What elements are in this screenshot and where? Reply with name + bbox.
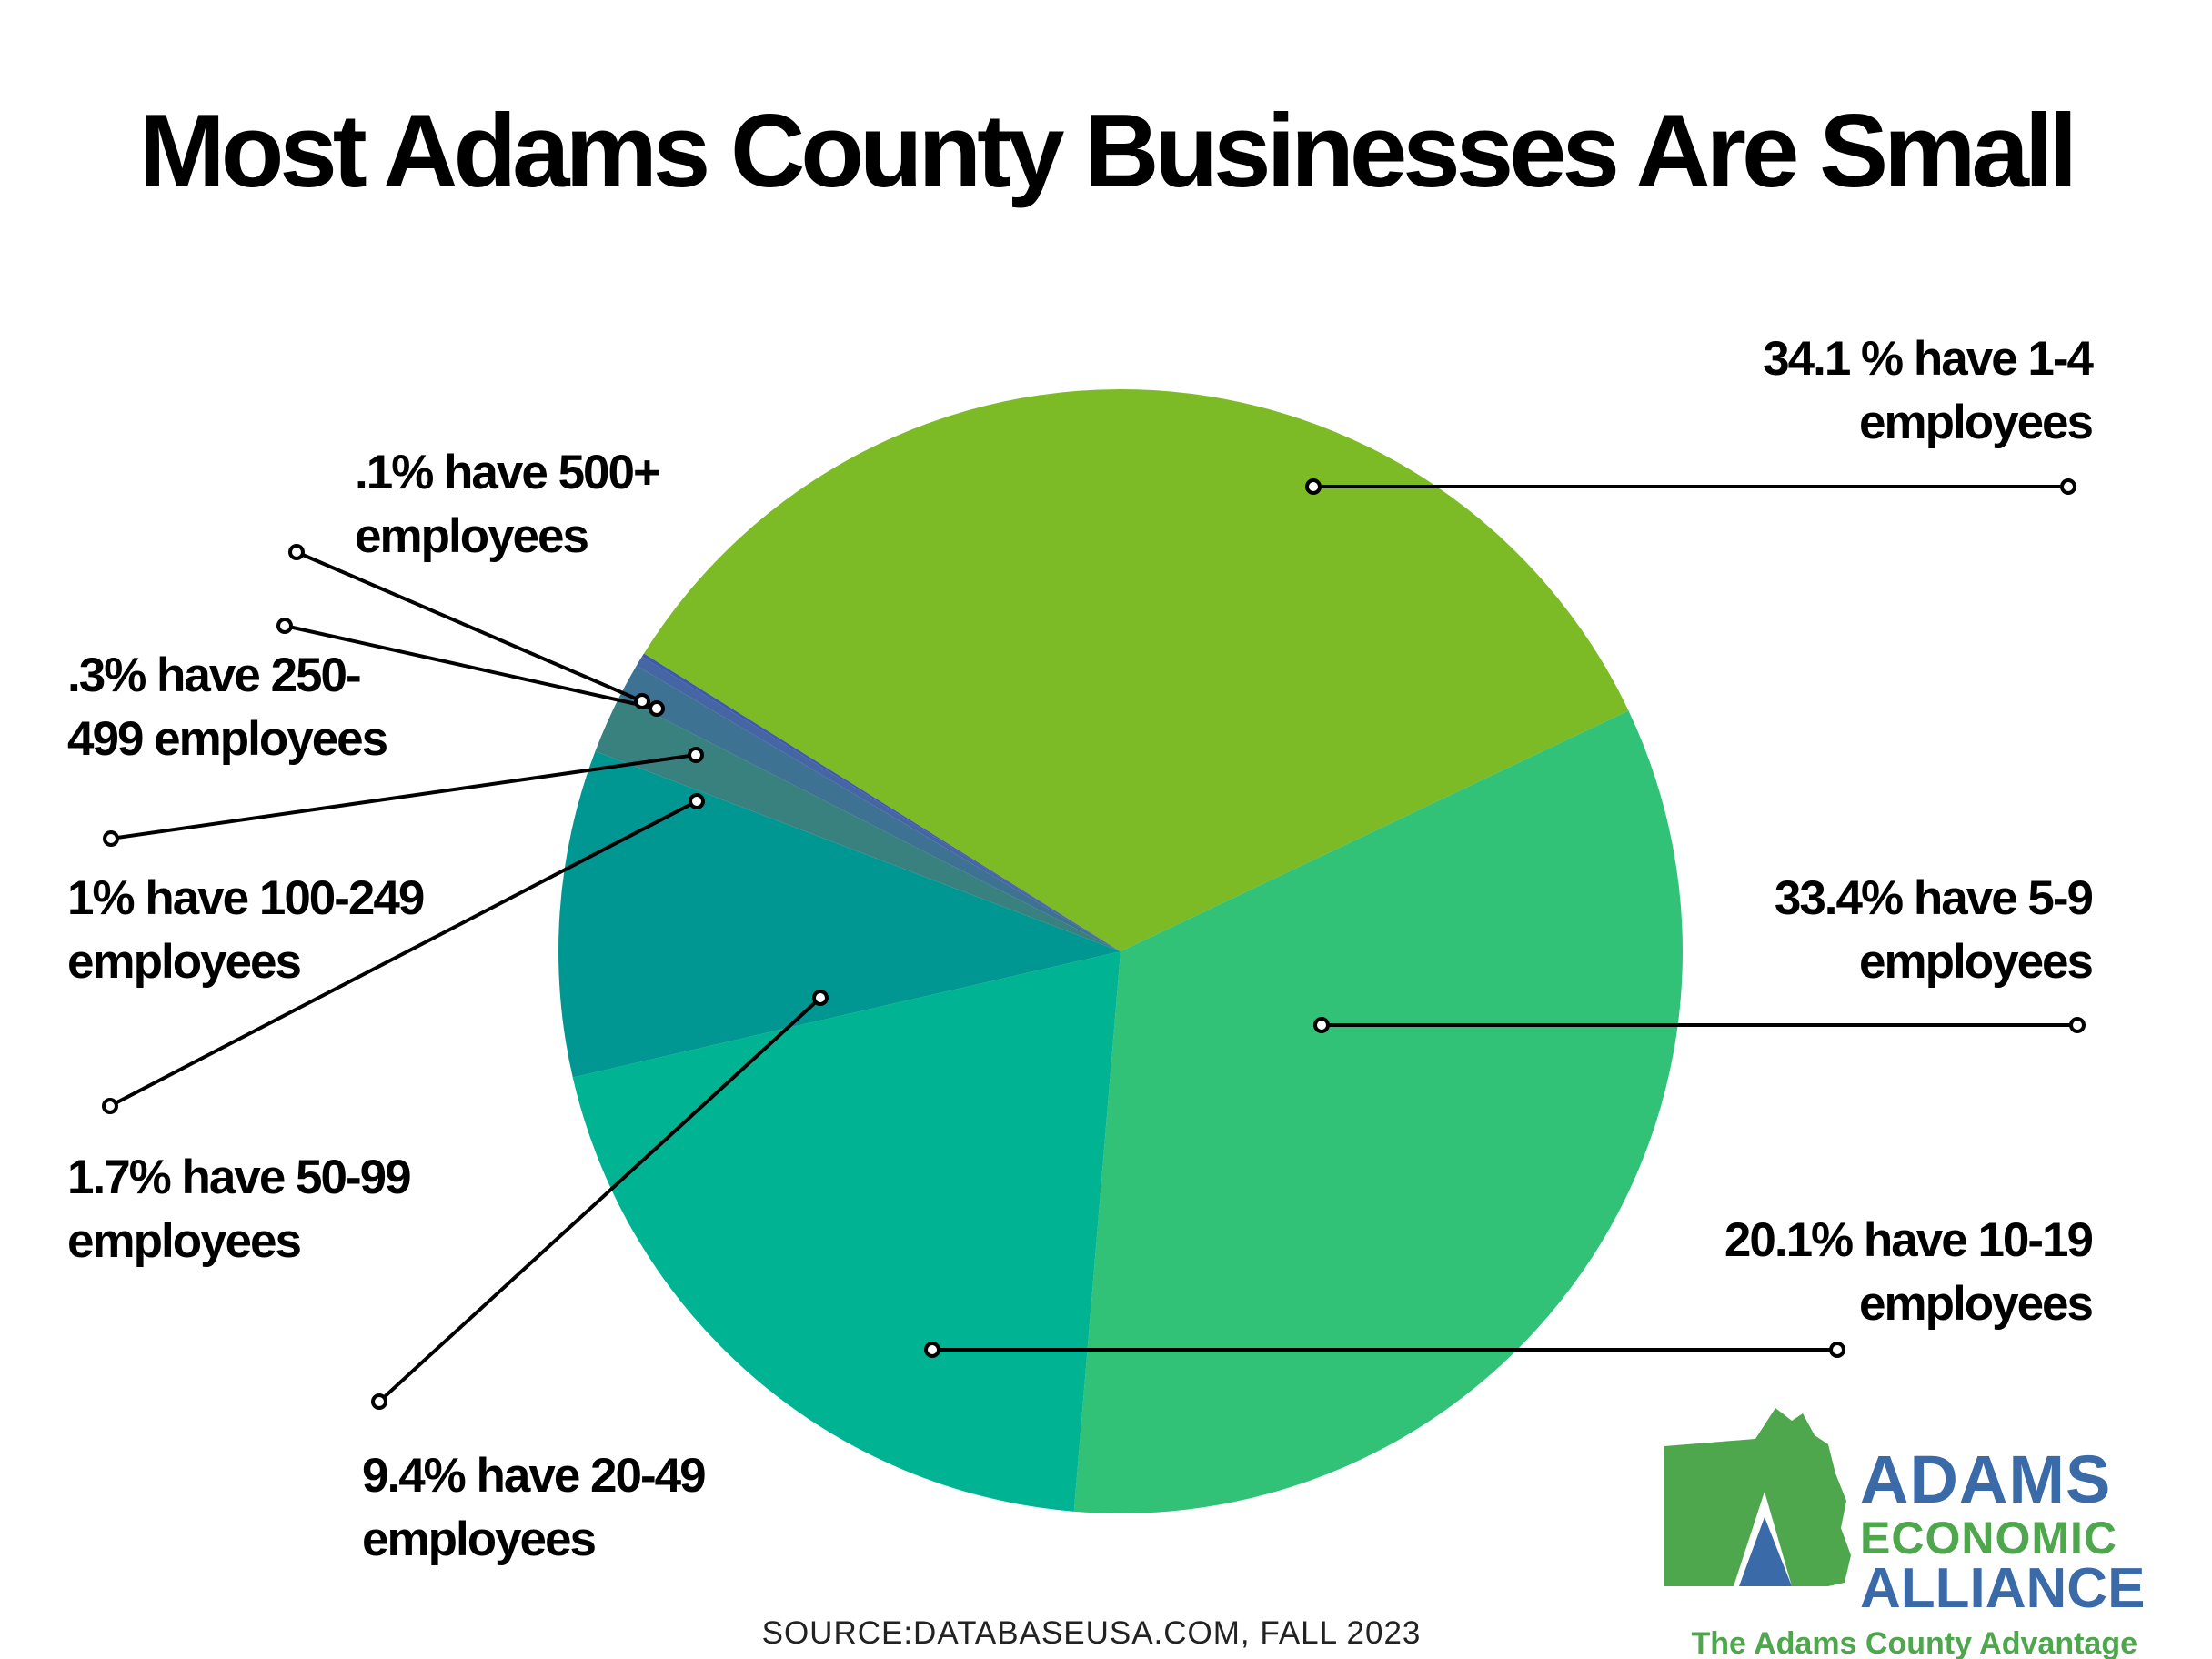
logo-peak-shape (1739, 1517, 1792, 1586)
slice-label-7-line-1: .3% have 250- (67, 649, 362, 702)
logo-county-shape (1664, 1408, 1851, 1586)
slice-label-2-line-1: 33.4% have 5-9 (1774, 871, 2094, 925)
pie-slice-2 (1073, 710, 1683, 1513)
slice-label-6-line-2: employees (67, 935, 302, 989)
slice-label-3: 20.1% have 10-19 employees (1455, 1209, 2094, 1336)
leader-line-5 (109, 799, 698, 1108)
logo-word-alliance: ALLIANCE (1860, 1557, 2146, 1620)
chart-title: Most Adams County Businesses Are Small (138, 94, 2078, 209)
pie-slice-7 (636, 656, 1121, 951)
slice-label-1: 34.1 % have 1-4 employees (1455, 327, 2094, 455)
leader-dot-6-end (103, 830, 119, 847)
leader-dot-8-start (634, 693, 650, 709)
leader-line-6 (110, 753, 697, 840)
leader-dot-5-start (689, 793, 705, 809)
logo-mark-icon (1664, 1408, 1851, 1586)
slice-label-6-line-1: 1% have 100-249 (67, 871, 425, 925)
pie-slice-4 (558, 751, 1121, 1078)
leader-line-7 (284, 624, 658, 710)
leader-dot-8-end (288, 544, 305, 560)
pie-slice-8 (641, 653, 1121, 951)
leader-dot-7-start (649, 700, 665, 717)
logo-word-economic: ECONOMIC (1860, 1513, 2117, 1563)
leader-dot-5-end (102, 1098, 118, 1114)
slice-label-6: 1% have 100-249 employees (67, 867, 704, 994)
slice-label-5-line-1: 1.7% have 50-99 (67, 1151, 412, 1204)
slice-label-4-line-1: 9.4% have 20-49 (362, 1449, 707, 1503)
slice-label-8-line-1: .1% have 500+ (355, 446, 661, 499)
slice-label-4: 9.4% have 20-49 employees (362, 1444, 999, 1572)
leader-dot-3-end (1829, 1342, 1845, 1358)
slice-label-2-line-2: employees (1859, 935, 2094, 989)
slice-label-8-line-2: employees (355, 509, 589, 563)
slice-label-2: 33.4% have 5-9 employees (1455, 867, 2094, 994)
pie-slice-6 (619, 665, 1121, 951)
pie-slice-5 (595, 696, 1121, 951)
leader-dot-2-start (1313, 1017, 1330, 1033)
logo-tagline: The Adams County Advantage (1691, 1626, 2137, 1659)
leader-dot-1-start (1305, 478, 1322, 495)
slice-label-1-line-1: 34.1 % have 1-4 (1763, 332, 2094, 386)
slice-label-8: .1% have 500+ employees (355, 441, 991, 568)
slice-label-7: .3% have 250- 499 employees (67, 644, 704, 771)
logo: ADAMS ECONOMIC ALLIANCE The Adams County… (1655, 1401, 2165, 1659)
leader-line-8 (296, 550, 643, 703)
source-note: SOURCE:DATABASEUSA.COM, FALL 2023 (761, 1615, 1422, 1651)
leader-dot-4-end (371, 1393, 387, 1410)
leader-dot-4-start (812, 990, 829, 1006)
logo-word-adams: ADAMS (1860, 1442, 2112, 1517)
slice-label-3-line-1: 20.1% have 10-19 (1724, 1213, 2094, 1267)
slice-label-1-line-2: employees (1859, 396, 2094, 449)
slice-label-5-line-2: employees (67, 1214, 302, 1268)
pie-slice-3 (572, 951, 1121, 1512)
pie-slice-1 (643, 389, 1629, 952)
leader-dot-7-end (276, 618, 293, 634)
leader-line-4 (377, 996, 822, 1403)
slice-label-5: 1.7% have 50-99 employees (67, 1146, 704, 1273)
leader-dot-2-end (2069, 1017, 2086, 1033)
slice-label-7-line-2: 499 employees (67, 712, 388, 766)
leader-dot-1-end (2060, 478, 2076, 495)
leader-dot-6-start (688, 747, 704, 763)
slice-label-4-line-2: employees (362, 1513, 597, 1566)
slice-label-3-line-2: employees (1859, 1277, 2094, 1331)
leader-dot-3-start (924, 1342, 940, 1358)
